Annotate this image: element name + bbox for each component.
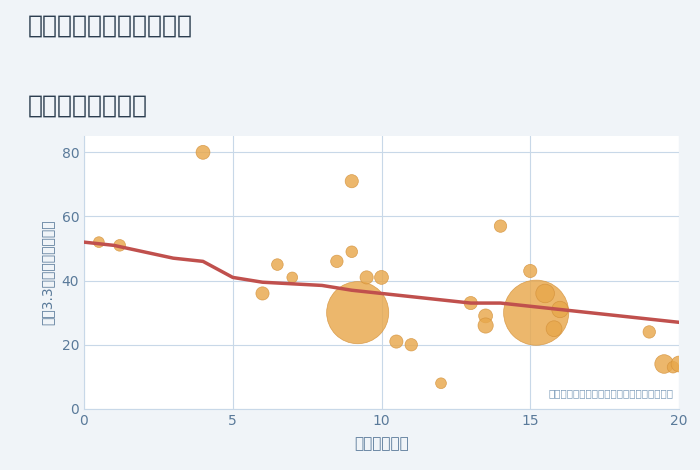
Text: 駅距離別土地価格: 駅距離別土地価格 (28, 94, 148, 118)
Point (376, 274, 387, 281)
Point (465, 299, 476, 307)
Point (525, 267, 536, 275)
Point (435, 379, 447, 387)
Point (361, 274, 372, 281)
Point (495, 222, 506, 230)
Point (549, 325, 560, 332)
Text: 円の大きさは、取引のあった物件面積を示す: 円の大きさは、取引のあった物件面積を示す (548, 388, 673, 398)
Point (197, 149, 209, 156)
Point (346, 248, 357, 256)
Y-axis label: 坪（3.3㎡）単価（万円）: 坪（3.3㎡）単価（万円） (41, 220, 55, 325)
Point (391, 338, 402, 345)
Point (352, 309, 363, 316)
Point (93, 238, 104, 246)
Point (406, 341, 417, 349)
Point (272, 261, 283, 268)
Point (668, 363, 679, 371)
Point (287, 274, 298, 281)
Point (531, 309, 542, 316)
Point (480, 322, 491, 329)
Point (644, 328, 655, 336)
Point (659, 360, 670, 368)
Point (331, 258, 342, 265)
Point (346, 178, 357, 185)
Point (257, 290, 268, 297)
Point (114, 242, 125, 249)
X-axis label: 駅距離（分）: 駅距離（分） (354, 436, 409, 451)
Text: 奈良県奈良市柳生下町の: 奈良県奈良市柳生下町の (28, 14, 193, 38)
Point (540, 290, 551, 297)
Point (673, 360, 685, 368)
Point (554, 306, 566, 313)
Point (480, 312, 491, 320)
